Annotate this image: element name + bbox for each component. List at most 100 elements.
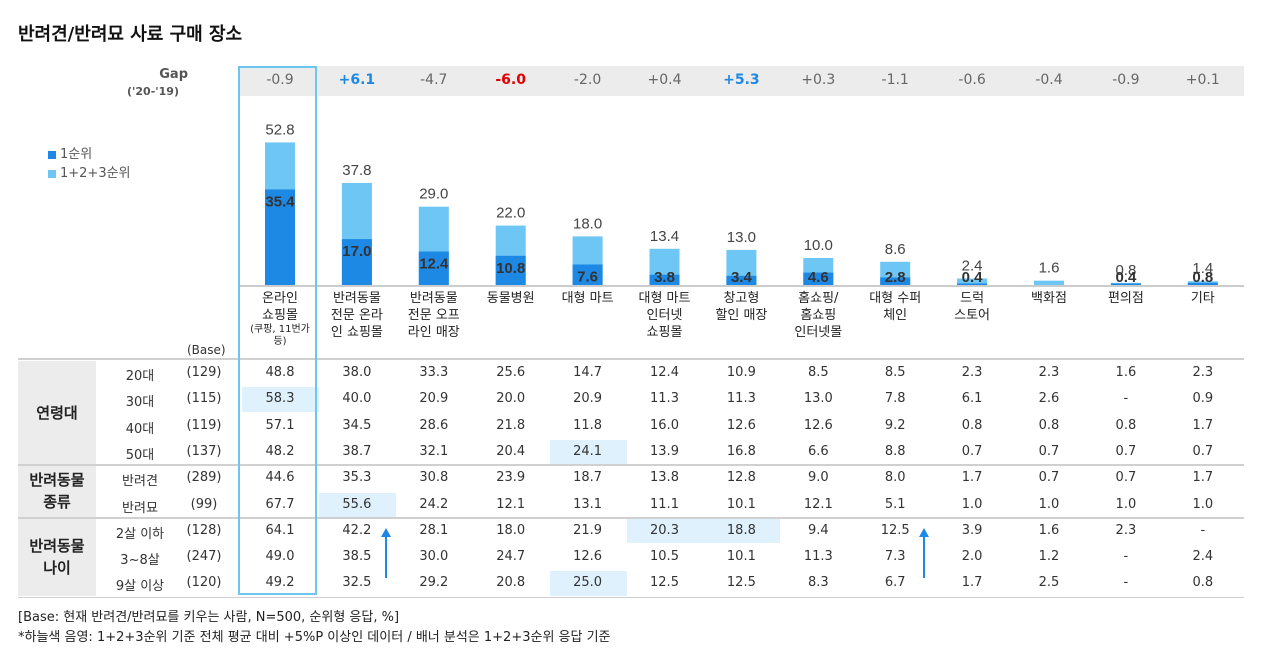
category-label-line: 전문 오프 [407,308,460,323]
data-label-rank1: 10.8 [496,260,525,277]
table-cell: 1.7 [1192,417,1214,433]
data-label-rank123: 18.0 [573,215,602,232]
table-cell: 8.5 [884,365,906,380]
category-label-line: 대형 마트 [638,291,691,306]
table-cell: 6.1 [961,391,983,407]
table-cell: 21.8 [496,417,526,433]
category-label: 기타 [1163,290,1243,307]
data-label-rank1: 35.4 [265,193,295,210]
table-cell: 1.0 [1038,496,1060,512]
category-label-line: 라인 매장 [407,325,460,340]
legend-swatch-rank123 [48,169,56,178]
table-cell: 8.8 [884,443,906,459]
data-label-rank123: 2.4 [962,258,983,275]
gap-value: -0.9 [266,72,294,88]
table-cell: 8.5 [807,365,829,380]
bar-rank123 [957,278,988,285]
highlight-cell [549,571,627,596]
data-label-rank123: 13.4 [650,228,679,245]
category-label-line: 대형 수퍼 [869,291,922,306]
table-cell: 8.3 [807,575,829,591]
table-cell: 6.6 [807,443,829,459]
bar-rank1 [495,255,526,285]
category-label-line: 반려동물 [332,291,381,306]
category-label-line: 인터넷 [646,308,683,323]
up-arrow-icon [384,533,387,578]
table-cell: 24.1 [573,443,603,459]
gap-band [240,66,1244,96]
table-cell: 25.6 [496,365,526,380]
table-cell: 0.8 [961,417,983,433]
table-cell: 58.3 [265,391,295,407]
table-cell: 20.4 [496,443,526,459]
table-cell: 20.9 [419,391,449,407]
data-label-rank123: 52.8 [265,121,294,138]
group-label-line: 연령대 [36,403,78,422]
category-label-line: 대형 마트 [561,291,614,306]
gap-value: +0.3 [801,72,836,88]
table-cell: 21.9 [573,522,603,538]
up-arrow-head-icon [919,527,930,537]
table-cell: 30.0 [419,549,449,565]
category-note: (쿠팡, 11번가 [250,324,310,335]
table-cell: 5.1 [884,496,906,512]
footnote-base: [Base: 현재 반려견/반려묘를 키우는 사람, N=500, 순위형 응답… [18,610,400,625]
table-cell: 29.2 [419,575,449,591]
page-title: 반려견/반려묘 사료 구매 장소 [18,24,243,45]
table-cell: 18.7 [573,470,603,486]
data-label-rank1: 12.4 [419,256,449,273]
gap-value: -0.9 [1112,72,1140,88]
category-label-line: 편의점 [1107,291,1144,306]
table-cell: 1.7 [961,470,983,486]
table-cell: - [1123,549,1129,565]
table-cell: 10.9 [726,365,756,380]
online-mall-outline [238,66,317,595]
table-cell: 2.3 [1192,365,1214,380]
row-base: (128) [186,522,222,538]
table-cell: 11.8 [573,417,603,433]
bar-rank1 [957,283,988,285]
bar-rank1 [341,239,372,285]
data-label-rank1: 3.8 [654,269,675,286]
table-cell: 38.5 [342,549,372,565]
table-cell: 12.5 [880,522,910,538]
bar-rank1 [418,251,449,285]
table-cell: 57.1 [265,417,295,433]
bar-rank1 [803,272,834,285]
row-label: 반려견 [122,474,158,490]
category-label: 대형 수퍼 체인 [855,290,935,324]
table-cell: 10.5 [650,549,679,565]
table-cell: 2.6 [1038,391,1060,407]
gap-value: +6.1 [338,72,376,88]
data-label-rank1: 7.6 [577,268,598,285]
table-cell: 1.6 [1115,365,1137,380]
category-label-line: 반려동물 [409,291,458,306]
table-cell: 12.1 [803,496,833,512]
table-cell: 35.3 [342,470,372,486]
highlight-cell [626,518,704,544]
gap-value: -2.0 [573,72,602,88]
category-label-line: 쇼핑몰 [646,325,683,340]
highlight-cell [549,439,627,465]
row-base: (119) [186,417,222,433]
data-label-rank1: 0.4 [962,269,984,286]
bar-rank1 [880,277,911,285]
table-cell: 16.8 [726,443,756,459]
row-base: (115) [186,391,222,407]
gap-value: +0.4 [647,72,682,88]
data-label-rank1: 17.0 [342,243,371,260]
category-note: 등) [273,336,287,347]
table-cell: 9.0 [807,470,829,486]
category-label-line: 쇼핑몰 [262,308,298,323]
category-label: 백화점 [1009,290,1089,307]
data-label-rank1: 2.8 [885,269,906,286]
group-label-line: 종류 [43,493,71,512]
group-label-line: 반려동물 [29,471,85,490]
table-cell: 18.8 [726,522,756,538]
row-base: (137) [186,443,222,459]
row-base: (99) [190,496,218,512]
row-label: 20대 [125,369,155,384]
table-cell: 28.6 [419,417,449,433]
table-cell: 1.0 [961,496,983,512]
